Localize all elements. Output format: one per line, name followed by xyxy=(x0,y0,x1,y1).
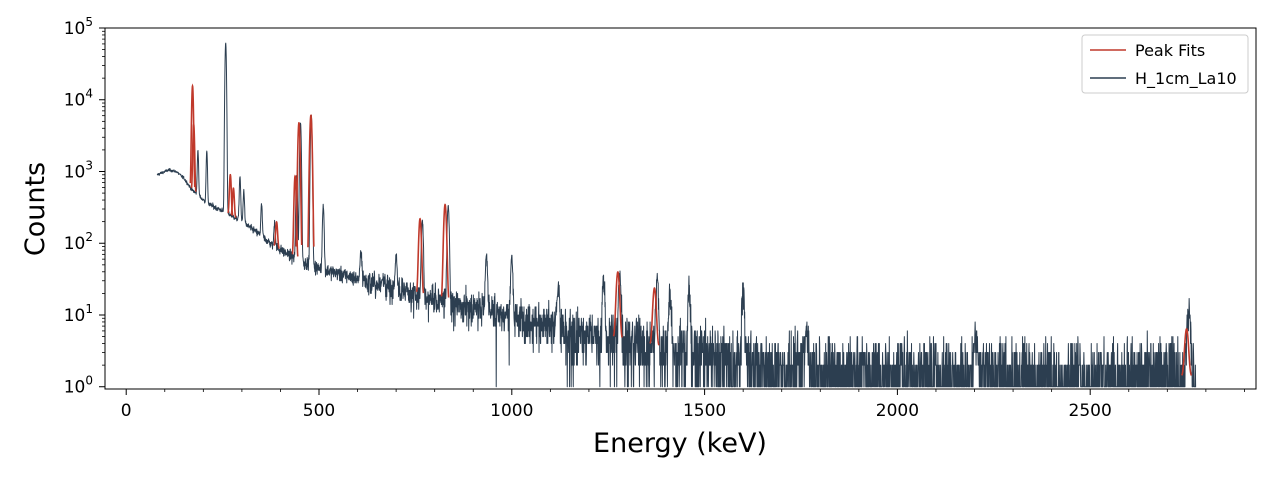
peak-fit-1 xyxy=(190,122,197,192)
y-tick-label-3: 103 xyxy=(64,158,93,182)
y-axis-label: Counts xyxy=(20,162,51,256)
y-tick-label-2: 102 xyxy=(64,230,93,254)
x-tick-label-5: 2500 xyxy=(1069,401,1112,421)
legend-label-spectrum: H_1cm_La10 xyxy=(1135,69,1237,89)
x-tick-label-2: 1000 xyxy=(490,401,533,421)
peak-fit-10 xyxy=(612,271,623,338)
x-axis: 0 500 1000 1500 2000 2500 xyxy=(121,389,1245,421)
x-tick-label-1: 500 xyxy=(303,401,335,421)
plot-frame xyxy=(104,27,1257,390)
spectrum-series xyxy=(156,42,1197,388)
legend: Peak Fits H_1cm_La10 xyxy=(1081,34,1249,94)
x-axis-label: Energy (keV) xyxy=(593,428,767,459)
y-tick-label-5: 105 xyxy=(64,15,93,39)
x-tick-label-3: 1500 xyxy=(683,401,726,421)
spectrum-line xyxy=(156,42,1197,388)
x-tick-label-0: 0 xyxy=(121,401,132,421)
peak-fit-12 xyxy=(1180,327,1193,376)
y-axis: 100 101 102 103 104 105 xyxy=(64,15,105,398)
legend-label-peak-fits: Peak Fits xyxy=(1135,41,1205,60)
peak-fit-11 xyxy=(649,287,660,346)
peak-fit-3 xyxy=(230,187,237,219)
peak-fit-6 xyxy=(295,121,303,247)
peak-fits-series xyxy=(189,83,1193,376)
y-tick-label-4: 104 xyxy=(64,87,93,111)
peak-fit-4 xyxy=(273,220,280,249)
peak-fit-7 xyxy=(307,114,315,248)
y-tick-label-1: 101 xyxy=(64,302,93,326)
peak-fit-9 xyxy=(440,203,450,298)
y-tick-label-0: 100 xyxy=(64,374,93,398)
x-tick-label-4: 2000 xyxy=(876,401,919,421)
peak-fit-8 xyxy=(415,217,425,294)
